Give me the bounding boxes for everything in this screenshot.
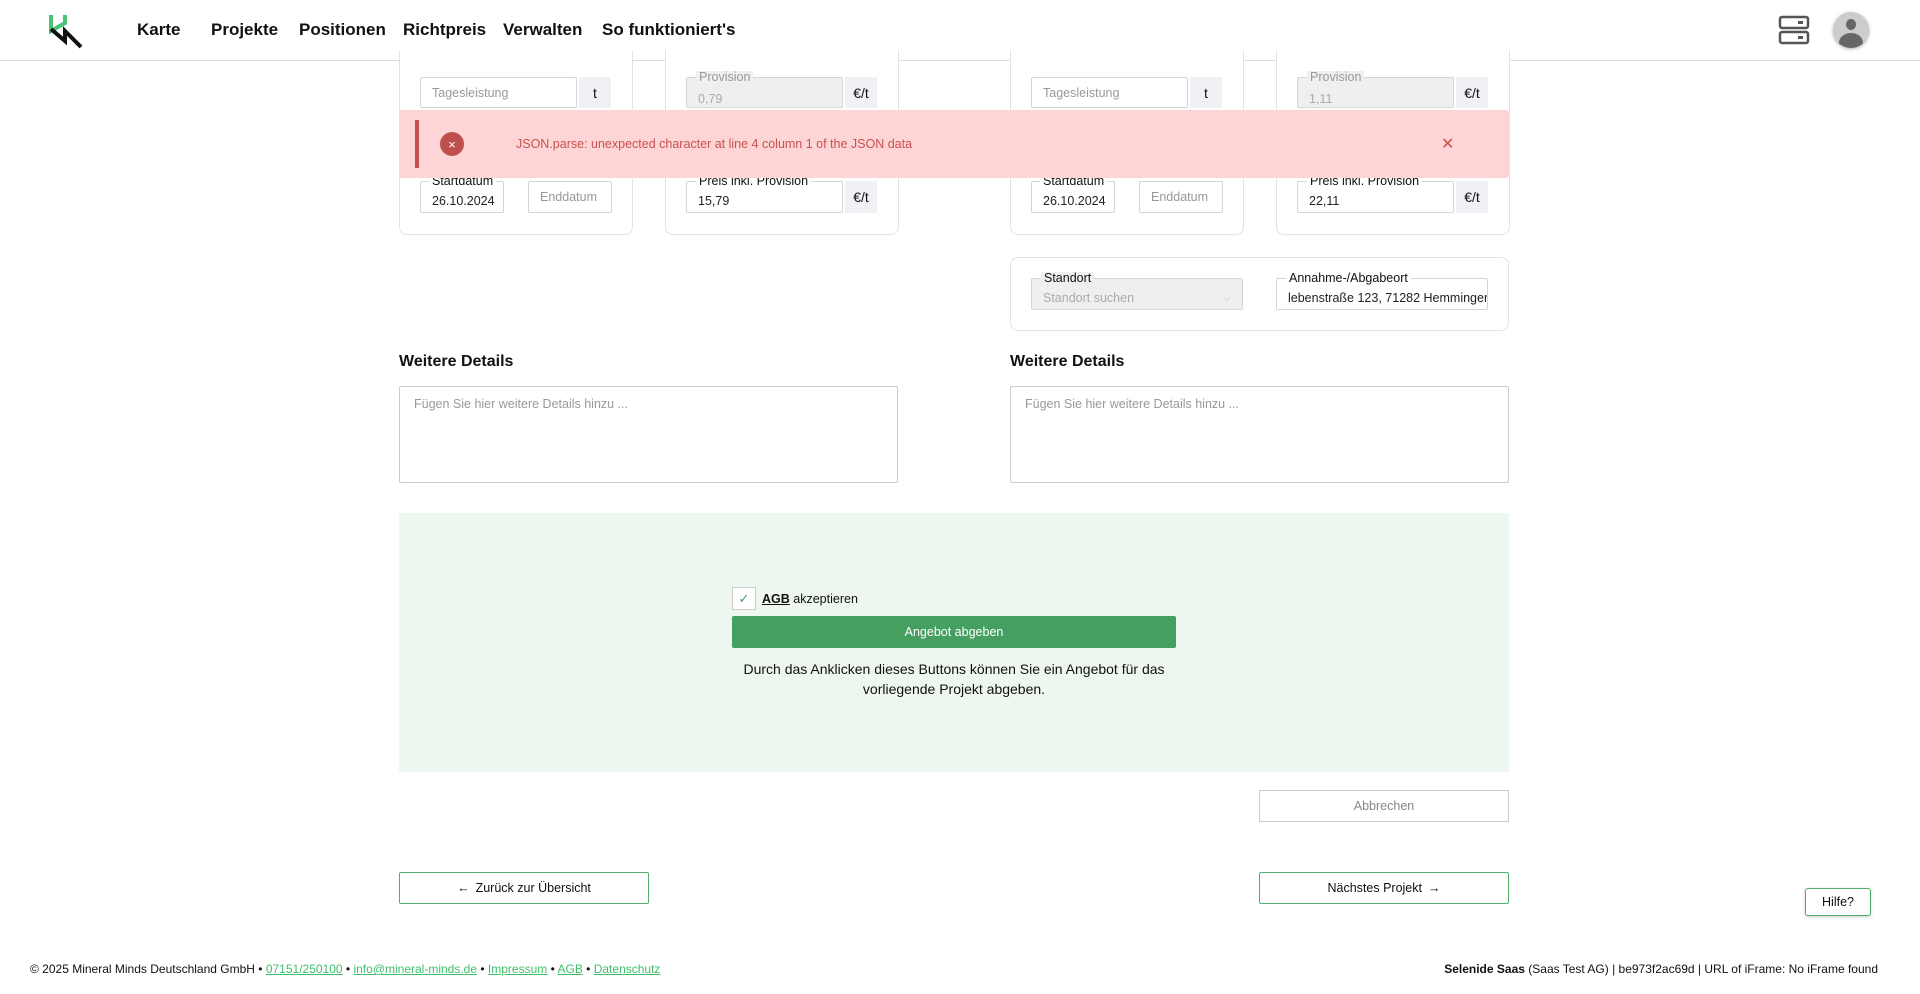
help-button[interactable]: Hilfe? (1805, 888, 1871, 916)
error-alert: × JSON.parse: unexpected character at li… (399, 110, 1509, 178)
agb-link[interactable]: AGB (762, 592, 790, 606)
left-enddatum-input[interactable]: Enddatum (528, 181, 612, 213)
alert-message: JSON.parse: unexpected character at line… (516, 137, 913, 151)
nav-so-funktionierts[interactable]: So funktioniert's (602, 20, 736, 39)
right-preis-unit: €/t (1456, 181, 1488, 213)
footer-app-name: Selenide Saas (1444, 962, 1525, 976)
user-avatar-icon[interactable] (1833, 12, 1869, 48)
alert-accent-bar (415, 120, 419, 168)
footer-left: © 2025 Mineral Minds Deutschland GmbH • … (30, 962, 660, 976)
right-tagesleistung-input[interactable]: Tagesleistung (1031, 77, 1188, 108)
nav-positionen[interactable]: Positionen (299, 20, 386, 39)
arrow-right-icon: → (1427, 881, 1441, 895)
right-details-textarea[interactable]: Fügen Sie hier weitere Details hinzu ... (1010, 386, 1509, 483)
footer-copyright: © 2025 Mineral Minds Deutschland GmbH • (30, 962, 263, 976)
footer-email-link[interactable]: info@mineral-minds.de (353, 962, 478, 976)
left-provision-label: Provision (696, 71, 754, 84)
footer-build-info: (Saas Test AG) | be973f2ac69d | URL of i… (1528, 962, 1878, 976)
right-unit-t: t (1190, 77, 1222, 108)
standort-placeholder: Standort suchen (1043, 291, 1135, 305)
server-icon[interactable] (1778, 15, 1810, 45)
left-preis-unit: €/t (845, 181, 877, 213)
left-unit-t: t (579, 77, 611, 108)
right-unit-eur-t: €/t (1456, 77, 1488, 108)
footer-agb-link[interactable]: AGB (557, 962, 583, 976)
annahme-label: Annahme-/Abgabeort (1286, 272, 1411, 285)
footer-sep: • (480, 962, 485, 976)
top-navbar: Karte Projekte Positionen Richtpreis Ver… (0, 0, 1920, 61)
mineral-minds-logo[interactable] (47, 13, 85, 49)
footer-phone-link[interactable]: 07151/250100 (265, 962, 343, 976)
offer-info-text: Durch das Anklicken dieses Buttons könne… (743, 661, 1165, 697)
footer-datenschutz-link[interactable]: Datenschutz (593, 962, 661, 976)
offer-panel: ✓ AGB akzeptieren Angebot abgeben Durch … (399, 513, 1509, 772)
back-label: Zurück zur Übersicht (475, 881, 591, 895)
arrow-left-icon: ← (457, 881, 470, 895)
standort-label: Standort (1041, 272, 1095, 285)
submit-offer-button[interactable]: Angebot abgeben (732, 616, 1176, 648)
nav-richtpreis[interactable]: Richtpreis (403, 20, 487, 39)
nav-verwalten[interactable]: Verwalten (503, 20, 583, 39)
agb-checkbox[interactable]: ✓ (732, 587, 756, 610)
footer-impressum-link[interactable]: Impressum (487, 962, 548, 976)
next-project-button[interactable]: Nächstes Projekt → (1259, 872, 1509, 904)
close-icon[interactable]: ✕ (1441, 136, 1455, 153)
nav-projekte[interactable]: Projekte (211, 20, 279, 39)
right-details-heading: Weitere Details (1010, 353, 1125, 370)
footer-sep: • (345, 962, 351, 976)
back-button[interactable]: ← Zurück zur Übersicht (399, 872, 649, 904)
footer-sep: • (550, 962, 555, 976)
next-label: Nächstes Projekt (1327, 881, 1422, 895)
left-unit-eur-t: €/t (845, 77, 877, 108)
left-provision-input: 0,79 (686, 77, 843, 108)
left-tagesleistung-input[interactable]: Tagesleistung (420, 77, 577, 108)
footer-sep: • (586, 962, 591, 976)
left-details-textarea[interactable]: Fügen Sie hier weitere Details hinzu ... (399, 386, 898, 483)
cancel-button[interactable]: Abbrechen (1259, 790, 1509, 822)
error-icon: × (440, 132, 464, 156)
nav-karte[interactable]: Karte (137, 20, 181, 39)
footer-right: Selenide Saas (Saas Test AG) | be973f2ac… (1444, 962, 1878, 976)
agb-label: AGB akzeptieren (762, 592, 858, 606)
left-details-heading: Weitere Details (399, 353, 514, 370)
right-provision-label: Provision (1307, 71, 1365, 84)
chevron-down-icon: ⌵ (1223, 292, 1231, 304)
agb-text: akzeptieren (793, 592, 858, 606)
right-enddatum-input[interactable]: Enddatum (1139, 181, 1223, 213)
